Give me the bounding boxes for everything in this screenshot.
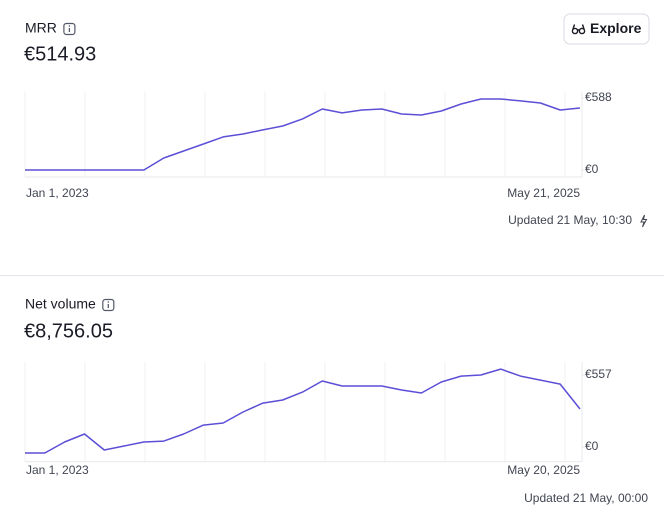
updated-note: Updated 21 May, 00:00 [524, 491, 648, 505]
metric-value: €514.93 [24, 43, 96, 65]
explore-button[interactable]: Explore [563, 13, 650, 45]
bolt-icon [640, 214, 648, 228]
y-tick-label: €0 [585, 162, 599, 176]
y-tick-label: €557 [585, 367, 612, 381]
x-tick-label: May 21, 2025 [507, 186, 580, 200]
y-tick-label: €588 [585, 90, 612, 104]
data-line [25, 368, 581, 454]
x-tick-label: May 20, 2025 [507, 463, 580, 477]
updated-note: Updated 21 May, 10:30 [508, 213, 632, 227]
info-icon [63, 22, 76, 36]
binoculars-icon [571, 24, 586, 35]
y-tick-label: €0 [585, 439, 599, 453]
chart-title: MRR [25, 20, 57, 36]
info-icon-dot [68, 25, 71, 27]
button-label[interactable]: Explore [590, 20, 642, 36]
data-line [25, 98, 581, 171]
info-icon-dot [107, 301, 110, 303]
button-frame[interactable] [563, 13, 650, 45]
chart-title: Net volume [25, 296, 96, 312]
x-tick-label: Jan 1, 2023 [26, 463, 89, 477]
metric-value: €8,756.05 [24, 320, 113, 342]
info-icon [102, 298, 115, 312]
x-tick-label: Jan 1, 2023 [26, 186, 89, 200]
